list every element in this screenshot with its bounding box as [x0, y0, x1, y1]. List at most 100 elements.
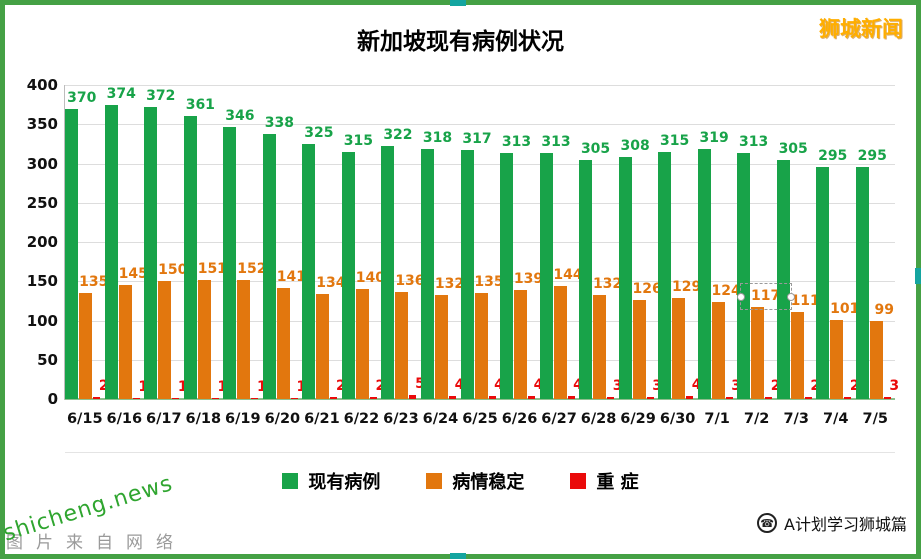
bar-0-6/30 — [658, 151, 672, 399]
bar-value-label: 3 — [731, 377, 742, 394]
bar-2-7/5 — [883, 396, 891, 399]
selection-outline — [736, 283, 795, 311]
bar-value-label: 132 — [434, 276, 465, 293]
bar-0-6/22 — [341, 151, 355, 399]
edge-mark-right — [915, 268, 921, 284]
bar-1-6/30 — [672, 297, 686, 399]
bar-value-label: 2 — [336, 378, 346, 395]
bar-value-label: 150 — [158, 262, 188, 279]
bar-value-label: 372 — [146, 87, 176, 104]
bar-value-label: 325 — [304, 124, 334, 141]
legend-label-active-cases: 现有病例 — [308, 472, 381, 493]
legend-swatch-green — [282, 473, 299, 489]
y-tick-label: 400 — [26, 76, 58, 94]
x-tick-label: 6/25 — [462, 411, 498, 427]
x-tick-label: 6/23 — [383, 411, 419, 427]
edge-mark-top — [450, 0, 466, 6]
bar-value-label: 4 — [691, 376, 702, 393]
bar-1-6/25 — [474, 293, 488, 399]
x-tick-label: 6/20 — [264, 411, 301, 427]
bar-value-label: 322 — [383, 127, 413, 144]
axis-footer-line — [65, 452, 895, 453]
x-tick-label: 6/30 — [659, 411, 696, 427]
bar-value-label: 313 — [501, 134, 532, 151]
bar-value-label: 2 — [98, 378, 109, 395]
bar-2-6/17 — [172, 398, 180, 399]
gridline — [65, 202, 895, 204]
bar-value-label: 1 — [217, 379, 228, 396]
bar-value-label: 346 — [225, 108, 255, 125]
x-tick-label: 6/28 — [580, 411, 617, 427]
y-tick-label: 100 — [26, 311, 58, 330]
bar-1-6/22 — [355, 289, 369, 399]
bar-value-label: 295 — [857, 148, 887, 165]
bar-value-label: 111 — [790, 292, 820, 309]
bar-value-label: 126 — [632, 281, 662, 298]
bar-2-7/2 — [765, 397, 773, 399]
y-tick-label: 0 — [47, 390, 58, 408]
y-axis-line — [64, 85, 65, 400]
x-tick-label: 6/18 — [185, 411, 222, 427]
x-tick-label: 6/19 — [225, 411, 261, 427]
y-tick-label: 300 — [26, 154, 58, 173]
x-tick-label: 6/16 — [106, 411, 143, 427]
bar-2-6/23 — [409, 395, 417, 399]
bar-value-label: 315 — [343, 132, 374, 149]
bar-value-label: 136 — [395, 273, 425, 290]
bar-0-6/26 — [500, 153, 514, 399]
gridline — [65, 281, 895, 283]
bar-value-label: 124 — [711, 282, 741, 299]
bar-value-label: 135 — [79, 274, 109, 291]
bar-value-label: 5 — [415, 376, 425, 393]
bar-value-label: 141 — [276, 269, 306, 286]
bar-value-label: 305 — [580, 140, 611, 157]
x-tick-label: 6/22 — [343, 411, 380, 427]
bar-2-6/25 — [488, 395, 496, 399]
bar-1-6/18 — [197, 280, 211, 399]
bar-1-7/3 — [790, 311, 804, 399]
legend: 现有病例 病情稳定 重 症 — [0, 468, 921, 494]
bar-2-6/16 — [132, 398, 140, 399]
bar-1-7/5 — [869, 321, 883, 399]
bar-value-label: 2 — [375, 378, 386, 395]
bar-2-6/30 — [686, 395, 694, 399]
bar-1-7/4 — [830, 319, 844, 399]
bar-2-6/27 — [567, 395, 575, 399]
legend-label-severe: 重 症 — [596, 472, 639, 493]
y-tick-label: 200 — [26, 233, 58, 251]
bar-0-7/3 — [776, 159, 790, 399]
bar-value-label: 4 — [533, 376, 544, 393]
bar-value-label: 2 — [849, 378, 860, 395]
y-tick-label: 250 — [26, 193, 58, 212]
bar-2-6/21 — [330, 397, 338, 399]
brand-logo: 狮城新闻 — [819, 17, 903, 41]
bar-1-6/28 — [593, 295, 607, 399]
bar-1-6/27 — [553, 285, 567, 399]
bar-value-label: 308 — [620, 138, 650, 155]
bar-value-label: 140 — [355, 270, 386, 287]
bar-1-7/2 — [751, 307, 765, 399]
x-tick-label: 6/26 — [501, 411, 538, 427]
bar-value-label: 101 — [830, 300, 860, 317]
bar-0-6/16 — [104, 105, 118, 399]
bar-value-label: 3 — [652, 377, 662, 394]
bar-2-6/20 — [290, 398, 298, 399]
selection-handle-left — [736, 293, 745, 302]
phone-icon: ☎ — [757, 513, 778, 533]
x-axis-line — [65, 398, 895, 400]
x-tick-label: 7/1 — [704, 411, 730, 427]
bar-value-label: 370 — [67, 89, 97, 106]
bar-value-label: 3 — [889, 377, 900, 394]
bar-0-6/20 — [262, 133, 276, 399]
y-tick-label: 150 — [26, 272, 58, 291]
bar-value-label: 152 — [237, 260, 267, 277]
bar-value-label: 144 — [553, 266, 583, 283]
y-axis: 0 50 100 150 200 250 300 350 400 — [0, 76, 58, 408]
bar-0-7/4 — [816, 167, 830, 399]
bar-value-label: 317 — [462, 131, 492, 148]
x-tick-label: 6/21 — [304, 411, 340, 427]
plot-area: 370 135 2 6/15 374 145 1 6/16 372 150 1 6/17 361 151 1… — [65, 85, 899, 427]
bar-value-label: 338 — [264, 114, 294, 131]
gridline — [65, 85, 895, 86]
bar-1-6/26 — [514, 289, 528, 399]
